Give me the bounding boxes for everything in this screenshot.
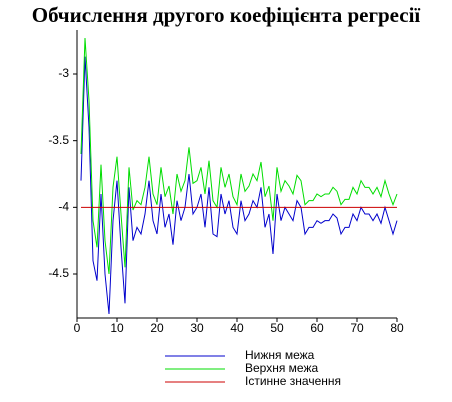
y-tick-label: -4 [58,200,69,214]
x-tick-label: 30 [190,321,204,335]
y-tick-label: -4.5 [48,266,69,280]
y-tick-label: -3 [58,66,69,80]
x-tick-label: 10 [110,321,124,335]
y-tick-label: -3.5 [48,133,69,147]
legend-label: Істинне значення [245,374,341,388]
x-tick-label: 40 [230,321,244,335]
x-tick-label: 80 [390,321,404,335]
x-tick-label: 70 [350,321,364,335]
legend-label: Нижня межа [245,348,315,362]
x-tick-label: 60 [310,321,324,335]
x-tick-label: 0 [74,321,81,335]
series-line [80,37,398,275]
x-tick-label: 20 [150,321,164,335]
x-tick-label: 50 [270,321,284,335]
series-line [80,56,398,315]
chart-title: Обчислення другого коефіцієнта регресії [32,3,421,27]
legend-label: Верхня межа [245,361,318,375]
